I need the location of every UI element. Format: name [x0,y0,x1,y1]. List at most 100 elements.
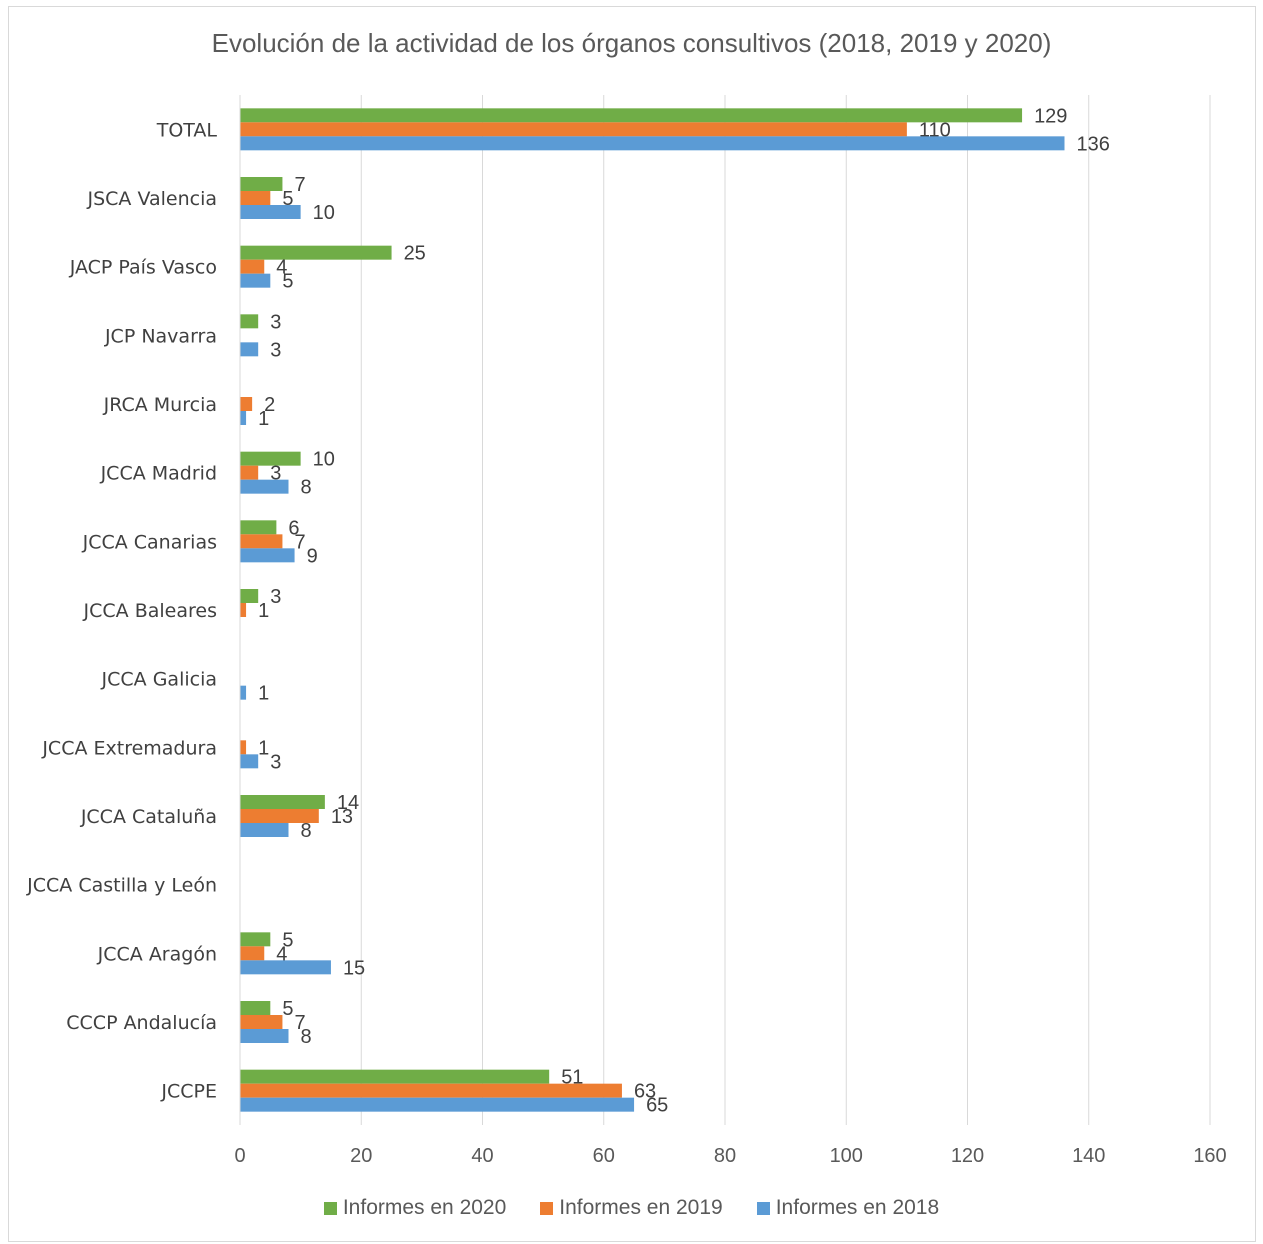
bar [240,259,265,274]
data-label: 9 [307,545,318,567]
x-tick-label: 0 [234,1145,245,1167]
bar [240,589,259,603]
bar [240,685,247,700]
legend-swatch [323,1201,337,1215]
data-label: 63 [634,1081,656,1103]
bar [240,451,301,466]
bar [240,136,1065,151]
data-label: 14 [337,792,359,814]
data-label: 8 [301,477,312,499]
x-tick-label: 80 [714,1145,736,1167]
x-tick-label: 100 [830,1145,863,1167]
x-tick-label: 120 [951,1145,984,1167]
category-label: JSCA Valencia [86,188,217,210]
data-label: 10 [313,202,335,224]
bar [240,1015,283,1029]
bar [240,795,325,809]
bar [240,1029,289,1043]
bar [240,603,247,617]
data-label: 10 [313,449,335,471]
data-label: 8 [301,820,312,842]
data-label: 1 [258,408,269,430]
chart-title: Evolución de la actividad de los órganos… [211,28,1052,58]
category-label: JRCA Murcia [103,394,217,416]
data-label: 7 [294,1012,305,1034]
data-label: 6 [288,517,299,539]
bar [240,520,277,535]
legend-item: Informes en 2019 [540,1196,723,1220]
data-label: 129 [1034,105,1067,127]
x-tick-label: 140 [1072,1145,1105,1167]
category-label: TOTAL [156,119,218,141]
data-label: 7 [294,174,305,196]
data-label: 1 [258,600,269,622]
chart-frame [8,6,1256,1242]
x-tick-label: 40 [471,1145,493,1167]
data-label: 8 [301,1026,312,1048]
bar [240,1083,622,1098]
bar [240,479,289,494]
bar [240,108,1023,123]
bar [240,809,319,823]
category-label: JCCA Extremadura [41,737,217,759]
legend-label: Informes en 2019 [559,1196,723,1219]
legend-swatch [540,1201,554,1215]
category-label: JCCPE [160,1081,217,1103]
category-label: JCCA Baleares [83,600,217,622]
data-label: 1 [258,737,269,759]
data-label: 3 [270,339,281,361]
chart-legend: Informes en 2020 Informes en 2019 Informes… [0,1196,1263,1220]
legend-label: Informes en 2020 [342,1196,507,1219]
category-label: JCCA Cataluña [80,806,217,828]
bar [240,205,301,219]
bar [240,932,271,947]
bar [240,465,259,480]
data-label: 51 [561,1067,583,1089]
data-label: 15 [343,957,365,979]
category-label: JCP Navarra [104,325,217,347]
data-label: 5 [282,271,293,293]
data-label: 5 [282,998,293,1020]
legend-label: Informes en 2018 [775,1196,940,1219]
bar [240,397,253,411]
x-tick-label: 160 [1193,1145,1226,1167]
data-label: 25 [404,243,426,265]
bar [240,534,283,549]
bar [240,823,289,837]
bar [240,314,259,329]
category-label: JCCA Madrid [100,463,217,485]
bar [240,740,247,755]
data-label: 3 [270,751,281,773]
bar [240,191,271,205]
legend-swatch [756,1201,770,1215]
bar [240,177,283,191]
data-label: 5 [282,188,293,210]
bar [240,122,907,137]
bar [240,960,331,975]
bar [240,1097,635,1112]
data-label: 3 [270,586,281,608]
data-label: 110 [919,119,951,141]
data-label: 5 [282,929,293,951]
bar [240,1069,550,1084]
legend-item: Informes en 2020 [323,1196,507,1220]
x-tick-label: 20 [350,1145,372,1167]
data-label: 2 [264,394,275,416]
bar [240,1001,271,1015]
bar [240,411,247,425]
category-label: JACP País Vasco [69,257,217,279]
bar [240,946,265,961]
data-label: 4 [276,257,287,279]
bar [240,273,271,288]
category-label: JCCA Galicia [101,669,217,691]
data-label: 65 [646,1095,668,1117]
data-label: 1 [258,683,269,705]
category-label: JCCA Castilla y León [26,875,217,897]
data-label: 136 [1077,133,1110,155]
legend-item: Informes en 2018 [756,1196,940,1220]
bar [240,342,259,357]
category-label: JCCA Canarias [82,531,217,553]
category-label: JCCA Aragón [97,943,217,965]
data-label: 13 [331,806,353,828]
